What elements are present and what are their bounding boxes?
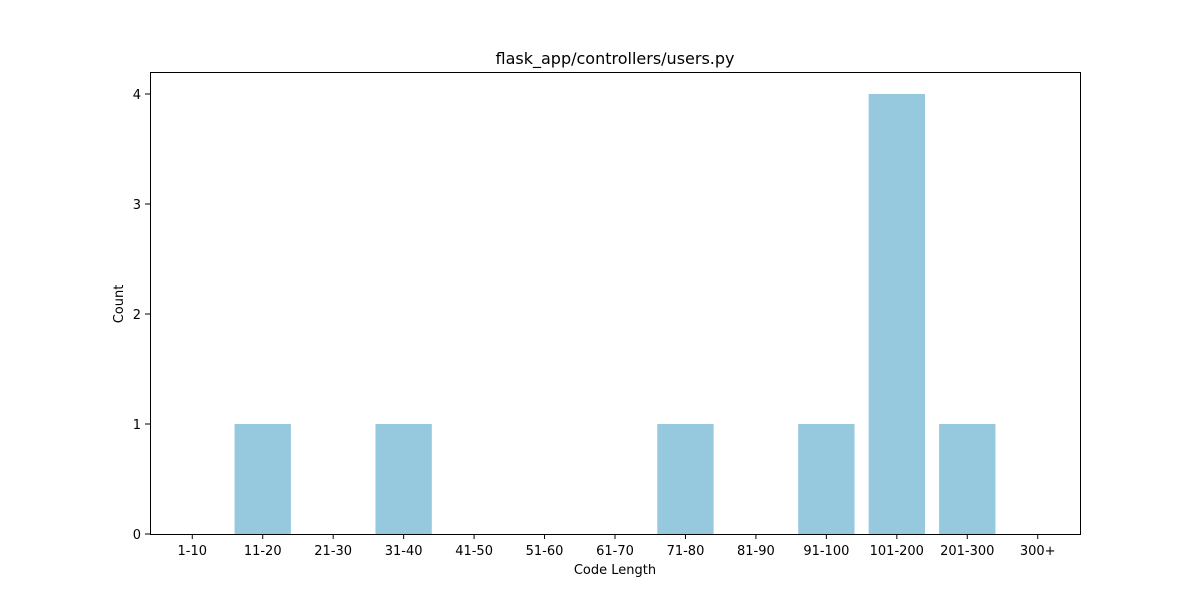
y-axis-label: Count — [112, 285, 127, 324]
x-axis-ticks: 1-10 11-20 21-30 31-40 41-50 51-60 61-70 71-80 8… — [178, 534, 1056, 559]
y-axis-ticks: 0 1 2 3 4 — [133, 88, 150, 543]
chart-title: flask_app/controllers/users.py — [496, 49, 735, 69]
y-tick-label: 1 — [133, 418, 141, 433]
x-tick-label: 71-80 — [667, 544, 705, 559]
y-tick-label: 3 — [133, 198, 141, 213]
x-tick-label: 1-10 — [178, 544, 208, 559]
x-tick-label: 21-30 — [314, 544, 352, 559]
bar-31-40 — [375, 424, 432, 534]
x-tick-label: 11-20 — [244, 544, 282, 559]
bar-71-80 — [657, 424, 714, 534]
y-tick-label: 4 — [133, 88, 141, 103]
x-tick-label: 31-40 — [385, 544, 423, 559]
x-tick-label: 201-300 — [940, 544, 994, 559]
bars-layer — [234, 94, 996, 534]
bar-11-20 — [234, 424, 291, 534]
x-tick-label: 101-200 — [870, 544, 924, 559]
y-tick-label: 2 — [133, 308, 141, 323]
bar-91-100 — [798, 424, 855, 534]
x-tick-label: 81-90 — [737, 544, 775, 559]
x-tick-label: 41-50 — [455, 544, 493, 559]
bar-201-300 — [939, 424, 996, 534]
x-tick-label: 91-100 — [803, 544, 849, 559]
bar-101-200 — [868, 94, 925, 534]
x-tick-label: 61-70 — [596, 544, 634, 559]
x-tick-label: 51-60 — [526, 544, 564, 559]
x-tick-label: 300+ — [1020, 544, 1056, 559]
y-tick-label: 0 — [133, 528, 141, 543]
x-axis-label: Code Length — [574, 563, 656, 578]
